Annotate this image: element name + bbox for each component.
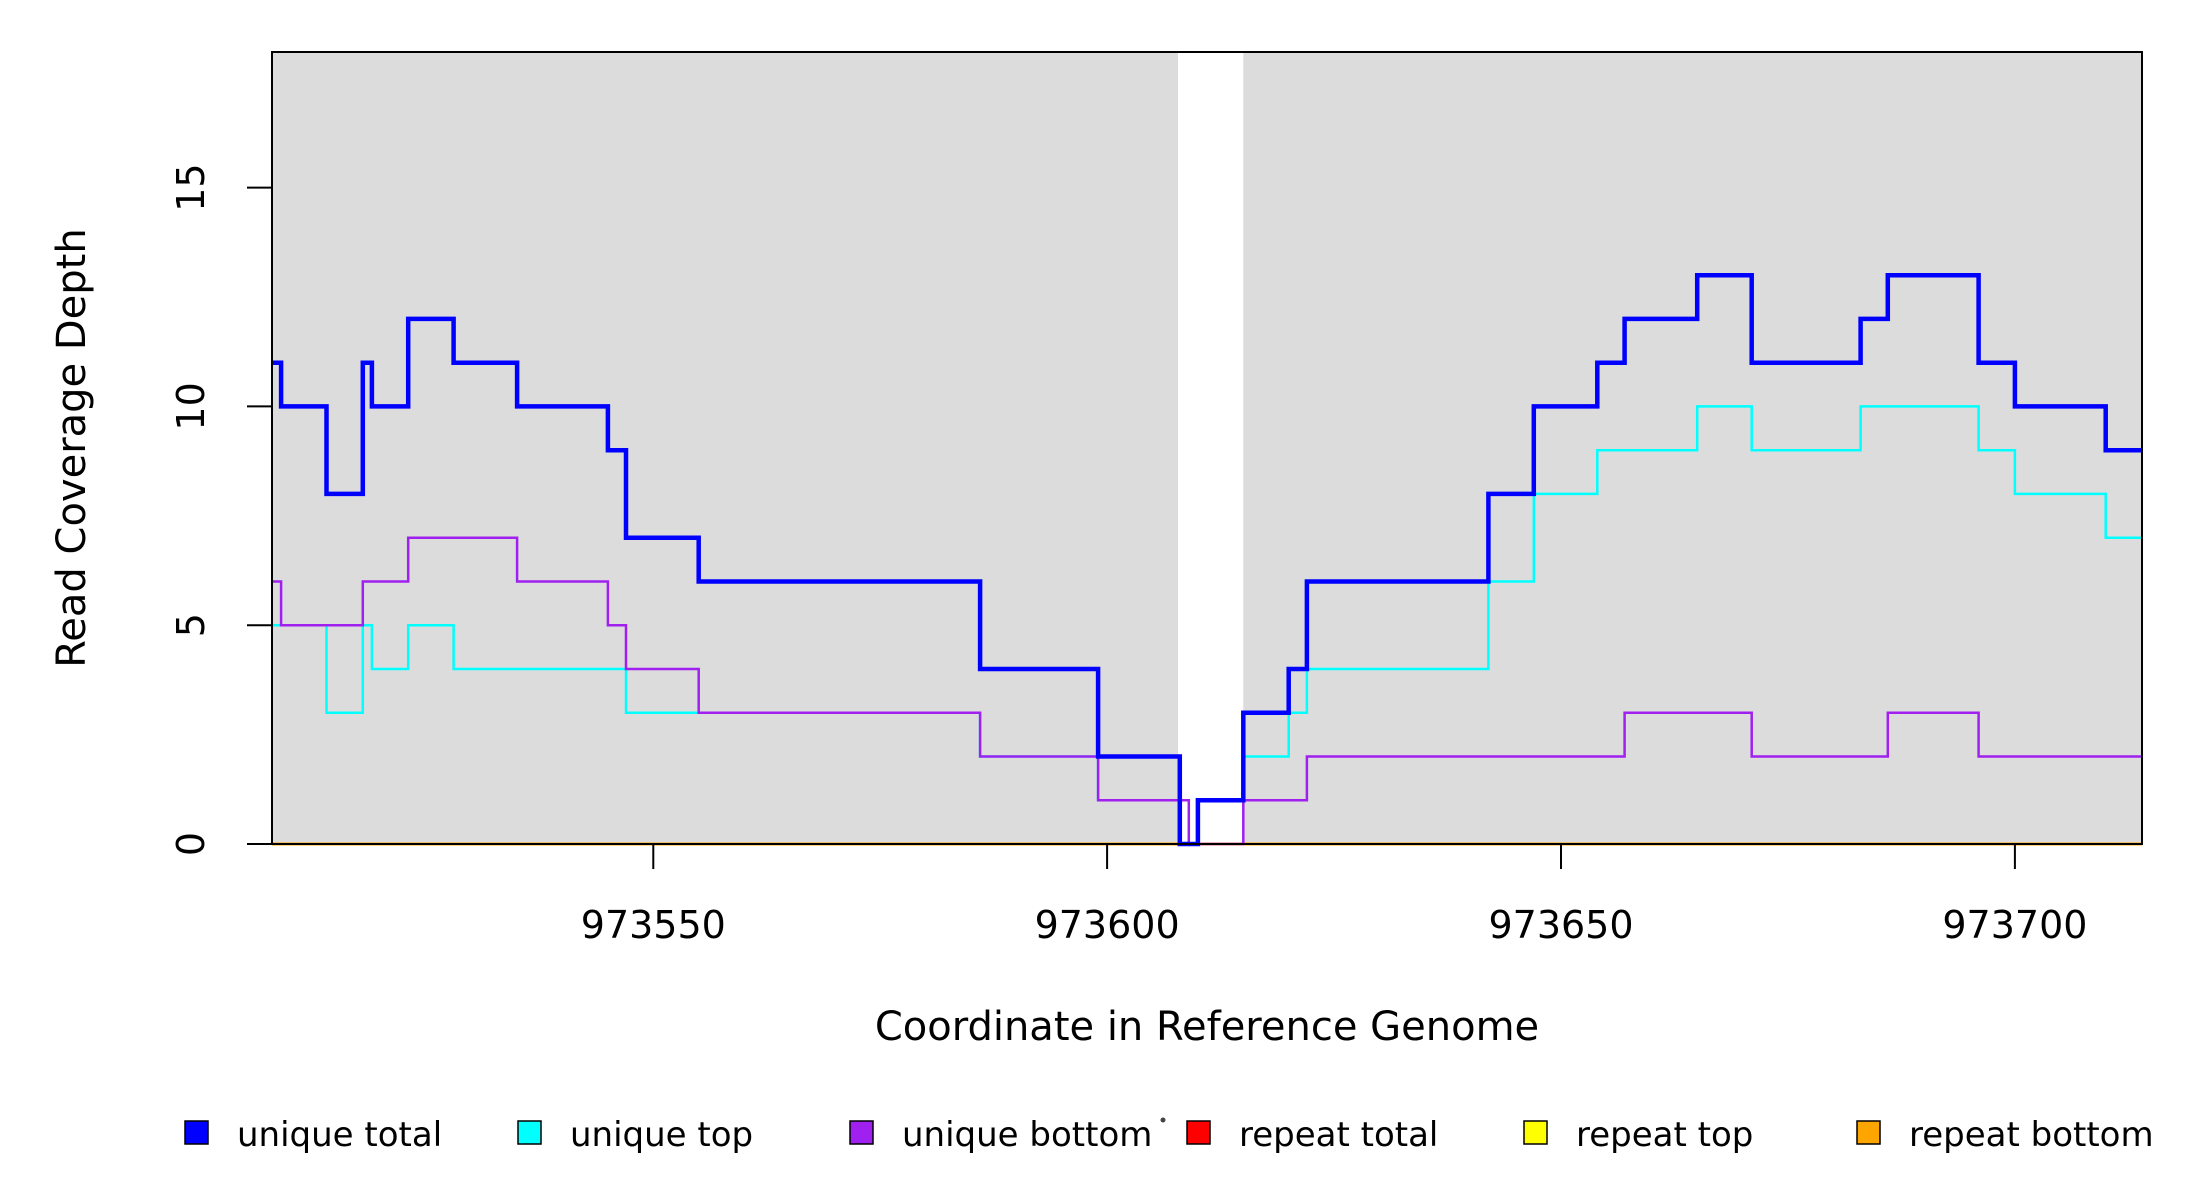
y-tick-label: 15 (169, 163, 213, 211)
stray-dot-mark (1160, 1117, 1166, 1123)
annotations-layer (1160, 1117, 1166, 1123)
plot-border (271, 51, 2143, 845)
legend: unique total unique top unique bottom repea… (184, 1115, 2154, 1155)
shaded-region (1243, 52, 2142, 844)
x-tick-label: 973550 (581, 903, 726, 947)
legend-swatch-unique-bottom (849, 1120, 874, 1145)
y-tick-label: 0 (169, 832, 213, 856)
x-axis-title: Coordinate in Reference Genome (875, 1004, 1539, 1050)
legend-label-repeat-top: repeat top (1576, 1115, 1753, 1155)
legend-label-repeat-total: repeat total (1239, 1115, 1438, 1155)
series-line-unique-total (272, 272, 2142, 847)
legend-swatch-repeat-total (1186, 1120, 1211, 1145)
series-line-unique-bottom (272, 536, 2142, 846)
legend-swatch-unique-total (184, 1120, 209, 1145)
x-tick-label: 973600 (1035, 903, 1180, 947)
x-tick-label: 973700 (1942, 903, 2087, 947)
plot-background-layer (272, 52, 2142, 844)
legend-label-unique-total: unique total (237, 1115, 442, 1155)
legend-label-repeat-bottom: repeat bottom (1909, 1115, 2154, 1155)
axis-ticks-layer: 973550 973600 973650 973700 0 5 10 15 (169, 163, 2087, 947)
legend-swatch-repeat-top (1523, 1120, 1548, 1145)
series-line-unique-top (272, 405, 2142, 846)
shaded-region (272, 52, 1178, 844)
x-tick-label: 973650 (1488, 903, 1633, 947)
y-tick-label: 10 (169, 382, 213, 430)
legend-label-unique-bottom: unique bottom (902, 1115, 1152, 1155)
legend-swatch-unique-top (517, 1120, 542, 1145)
y-axis-title: Read Coverage Depth (49, 228, 95, 667)
plot-frame-layer (271, 51, 2143, 845)
legend-label-unique-top: unique top (570, 1115, 753, 1155)
y-tick-label: 5 (169, 613, 213, 637)
legend-swatch-repeat-bottom (1856, 1120, 1881, 1145)
